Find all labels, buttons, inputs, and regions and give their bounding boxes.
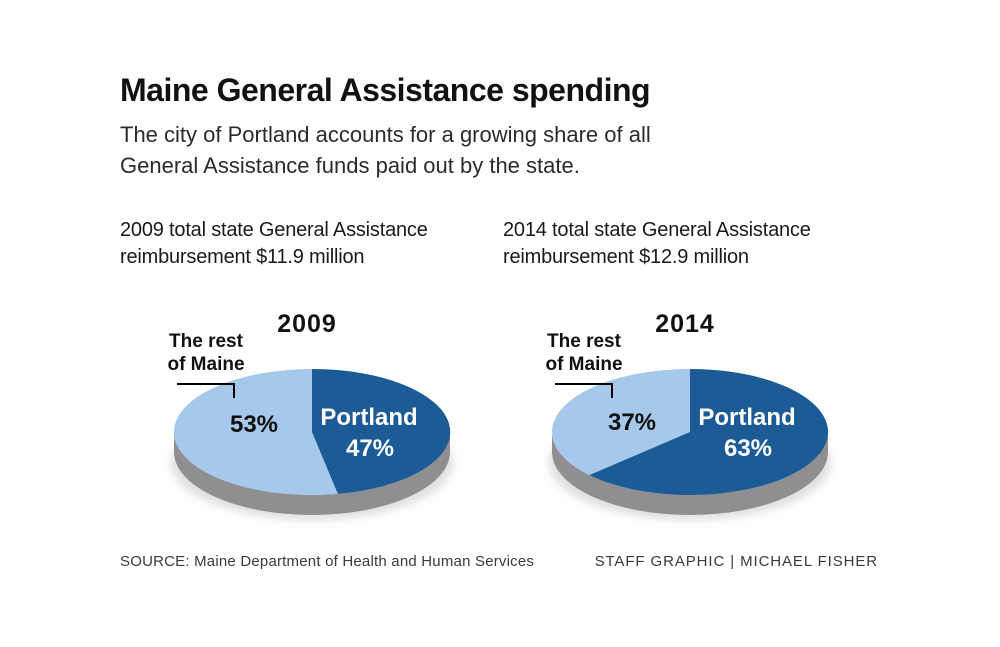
rest-of-maine-label-line2: of Maine bbox=[167, 354, 244, 375]
chart-2014-header-line1: 2014 total state General Assistance bbox=[503, 219, 811, 241]
rest-of-maine-label-line1: The rest bbox=[169, 331, 244, 352]
pie-chart-2014: 2014 The rest of Maine 37% Portland 63% bbox=[545, 310, 831, 520]
page-subtitle: The city of Portland accounts for a grow… bbox=[120, 119, 651, 181]
credit-line: STAFF GRAPHIC | MICHAEL FISHER bbox=[594, 553, 878, 570]
portland-label: Portland bbox=[698, 404, 795, 431]
callout-line bbox=[177, 383, 235, 398]
portland-slice bbox=[589, 369, 829, 495]
rest-of-maine-label-line2: of Maine bbox=[545, 354, 622, 375]
rest-pct-label: 37% bbox=[608, 409, 656, 436]
callout-line bbox=[555, 383, 613, 398]
portland-slice bbox=[312, 368, 451, 494]
chart-2009-header: 2009 total state General Assistance reim… bbox=[120, 217, 512, 271]
chart-2014: 2014 total state General Assistance reim… bbox=[498, 217, 890, 550]
chart-2009: 2009 total state General Assistance reim… bbox=[120, 217, 512, 550]
subtitle-line1: The city of Portland accounts for a grow… bbox=[120, 122, 651, 147]
portland-pct-label: 47% bbox=[346, 435, 394, 462]
chart-2014-header-line2: reimbursement $12.9 million bbox=[503, 246, 749, 268]
subtitle-line2: General Assistance funds paid out by the… bbox=[120, 153, 580, 178]
year-label: 2014 bbox=[655, 310, 715, 338]
chart-2009-header-line2: reimbursement $11.9 million bbox=[120, 246, 365, 268]
page-title: Maine General Assistance spending bbox=[120, 72, 651, 108]
pie-side bbox=[174, 432, 450, 515]
portland-pct-label: 63% bbox=[724, 435, 772, 462]
chart-2014-header: 2014 total state General Assistance reim… bbox=[498, 217, 890, 271]
rest-of-maine-label-line1: The rest bbox=[547, 331, 622, 352]
portland-label: Portland bbox=[320, 404, 417, 431]
chart-2009-header-line1: 2009 total state General Assistance bbox=[120, 219, 428, 241]
rest-pct-label: 53% bbox=[230, 411, 278, 438]
pie-side bbox=[552, 432, 828, 515]
source-line: SOURCE: Maine Department of Health and H… bbox=[120, 553, 535, 570]
pie-chart-2009: 2009 The rest of Maine 53% Portland 47% bbox=[167, 310, 453, 520]
year-label: 2009 bbox=[277, 310, 337, 338]
